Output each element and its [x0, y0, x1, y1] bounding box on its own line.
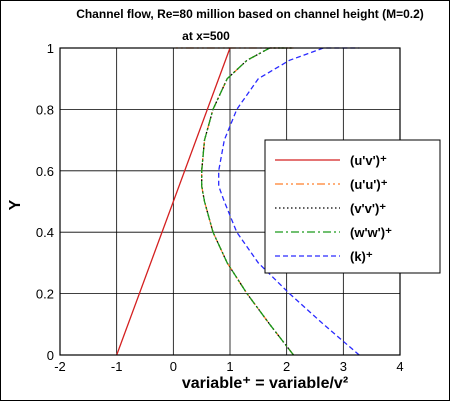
chart-title: Channel flow, Re=80 million based on cha…	[76, 7, 424, 21]
legend-label-1: (u'u')⁺	[350, 177, 388, 192]
legend-label-0: (u'v')⁺	[350, 153, 387, 168]
tick-layer: -2 -1 0 1 2 3 4 0 0.2 0.4 0.6 0.8 1	[36, 41, 404, 374]
legend: (u'v')⁺ (u'u')⁺ (v'v')⁺ (w'w')⁺ (k)⁺	[264, 139, 441, 274]
series-line-4	[218, 47, 360, 356]
y-tick-label: 1	[47, 41, 54, 56]
y-tick-label: 0.6	[36, 164, 54, 179]
chart-subtitle: at x=500	[182, 29, 230, 43]
x-tick-label: -1	[111, 359, 123, 374]
x-tick-label: 0	[170, 359, 177, 374]
x-tick-label: 1	[226, 359, 233, 374]
x-tick-label: 2	[283, 359, 290, 374]
legend-label-4: (k)⁺	[350, 249, 373, 264]
x-axis-label: variable⁺ = variable/v²	[182, 375, 348, 392]
x-tick-label: 3	[340, 359, 347, 374]
legend-box	[264, 139, 441, 274]
legend-label-2: (v'v')⁺	[350, 201, 386, 216]
y-tick-label: 0	[47, 348, 54, 363]
legend-label-3: (w'w')⁺	[350, 225, 392, 240]
y-tick-label: 0.4	[36, 225, 54, 240]
y-tick-label: 0.8	[36, 102, 54, 117]
series-line-2	[201, 47, 295, 356]
y-tick-label: 0.2	[36, 287, 54, 302]
y-axis-label: Y	[7, 199, 24, 210]
series-line-3	[201, 47, 295, 356]
x-tick-label: -2	[54, 359, 66, 374]
series-layer	[116, 47, 360, 356]
series-line-0	[116, 47, 231, 356]
x-tick-label: 4	[396, 359, 403, 374]
